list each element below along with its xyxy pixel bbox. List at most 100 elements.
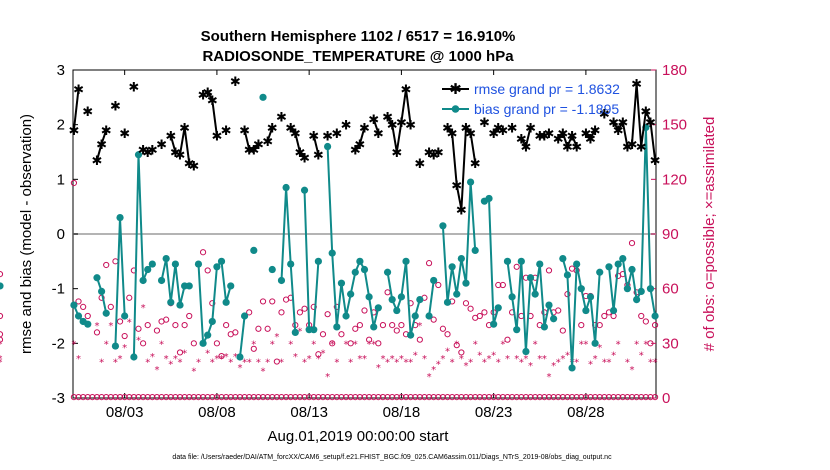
bias-point [628,265,636,274]
rmse-line [612,83,657,161]
obs-possible-point [416,336,423,343]
obs-possible-point [93,329,101,336]
obs-zero-point [439,393,447,401]
bias-point [508,293,516,301]
bias-point [74,312,83,320]
obs-assimilated-point: * [450,358,455,369]
rmse-point: ✱ [617,116,628,131]
obs-assimilated-point: * [159,339,164,350]
obs-zero-point [499,393,506,401]
rmse-line [202,90,218,136]
x-tick-label: 08/03 [106,404,144,421]
obs-assimilated-point: * [168,359,173,370]
obs-possible-point [458,349,465,356]
obs-assimilated-point: * [565,350,570,361]
obs-zero-point [379,393,387,401]
obs-zero-point [223,393,230,401]
rmse-point: ✱ [373,127,384,142]
rmse-point: ✱ [534,130,545,145]
obs-zero-point [504,393,511,401]
obs-zero-point [292,393,299,401]
y-right-tick-label: 120 [662,171,687,188]
rmse-point: ✱ [544,127,555,142]
rmse-point: ✱ [401,83,412,98]
obs-zero-point [181,393,188,401]
obs-assimilated-point: * [348,358,353,369]
obs-zero-point [333,393,340,401]
obs-assimilated-point: * [178,358,183,369]
rmse-line [266,127,274,142]
rmse-point: ✱ [175,149,186,164]
obs-assimilated-point: * [643,339,648,350]
rmse-point: ✱ [230,75,241,90]
rmse-point: ✱ [493,121,504,136]
obs-possible-point [476,312,483,320]
bias-point [370,323,378,331]
obs-zero-point [421,393,428,401]
rmse-point: ✱ [202,86,213,101]
bias-point [586,293,595,301]
obs-zero-point [116,393,124,401]
rmse-point: ✱ [248,143,259,158]
bias-line [239,315,246,358]
obs-assimilated-point: * [0,339,3,350]
obs-assimilated-point: * [224,352,229,363]
obs-possible-point [0,336,4,343]
obs-possible-point [250,345,257,352]
bias-point [250,246,258,254]
obs-assimilated-point: * [583,339,588,350]
bias-point [97,287,106,295]
obs-possible-point [651,322,659,329]
obs-zero-point [213,393,221,401]
obs-possible-point [315,351,322,358]
obs-possible-point [121,332,128,340]
obs-assimilated-point: * [427,372,432,383]
obs-assimilated-point: * [413,350,418,361]
obs-possible-point [116,318,124,325]
bias-point [208,317,216,326]
rmse-point: ✱ [179,121,190,136]
bias-point [139,276,147,285]
bias-point [471,246,479,254]
obs-zero-point [578,393,585,401]
obs-zero-point [232,393,239,401]
obs-possible-point [647,340,654,347]
obs-zero-point [282,393,290,401]
rmse-point: ✱ [331,127,342,142]
bias-point [563,271,572,279]
y-right-tick-label: 180 [662,62,687,79]
obs-assimilated-point: * [454,339,459,350]
y-left-tick-label: 2 [57,117,65,134]
obs-possible-point [545,267,553,274]
bias-point [609,306,618,315]
obs-possible-point [495,281,502,289]
bias-point [102,309,110,317]
rmse-point: ✱ [267,121,278,136]
rmse-line [312,135,320,155]
bias-point [342,312,350,320]
bias-point [347,290,355,298]
obs-zero-point [236,393,244,401]
bias-point [591,339,599,347]
bias-point [314,257,322,265]
obs-assimilated-point: * [164,354,169,365]
bias-point [70,301,78,309]
obs-possible-point [601,312,608,320]
obs-zero-point [508,393,516,401]
obs-zero-point [384,393,391,401]
rmse-line [142,148,153,154]
obs-assimilated-point: * [325,372,330,383]
obs-zero-point [112,393,119,401]
obs-possible-point [444,331,451,338]
obs-possible-point [366,336,373,343]
obs-possible-point [430,316,437,323]
y-right-tick-label: 30 [662,335,679,352]
bias-point [623,285,632,293]
rmse-point: ✱ [520,141,531,156]
rmse-point: ✱ [68,124,79,139]
obs-assimilated-point: * [574,358,579,369]
obs-assimilated-point: * [334,358,339,369]
bias-point [425,312,433,320]
obs-zero-point [513,393,520,401]
obs-zero-point [651,393,659,401]
